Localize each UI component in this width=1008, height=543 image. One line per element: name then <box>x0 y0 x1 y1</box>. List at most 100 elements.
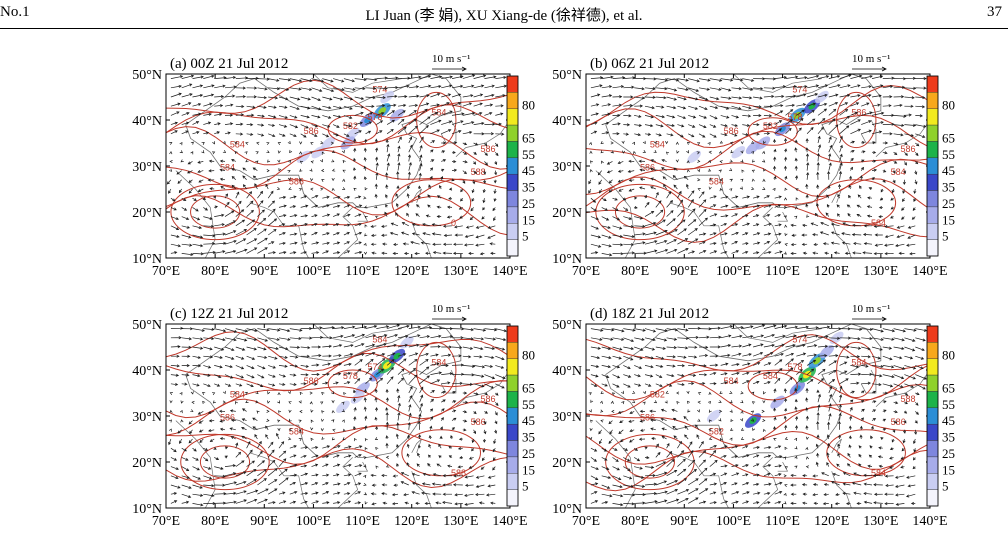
wind-vector <box>495 75 507 79</box>
wind-vector <box>310 419 314 423</box>
colorbar-swatch <box>506 75 519 93</box>
wind-vector <box>707 168 712 172</box>
y-tick-label: 30°N <box>132 160 162 175</box>
wind-vector <box>211 392 216 396</box>
wind-vector <box>181 234 192 239</box>
wind-vector <box>621 150 626 154</box>
wind-vector <box>300 336 313 340</box>
wind-vector <box>192 484 203 489</box>
wind-vector <box>408 325 421 329</box>
wind-vector <box>408 75 422 79</box>
wind-vector <box>823 483 829 487</box>
wind-vector <box>419 343 430 348</box>
wind-vector <box>224 365 233 369</box>
wind-vector <box>404 501 409 505</box>
wind-vector <box>381 233 388 237</box>
wind-vector <box>895 243 905 248</box>
wind-vector <box>170 373 180 377</box>
wind-vector <box>871 168 878 172</box>
wind-vector <box>720 334 732 339</box>
wind-vector <box>224 249 237 254</box>
wind-vector <box>322 354 332 358</box>
wind-vector <box>729 437 733 441</box>
wind-vector <box>708 428 712 432</box>
wind-vector <box>235 104 245 109</box>
wind-vector <box>354 250 363 254</box>
colorbar-swatch <box>506 391 519 409</box>
wind-vector <box>199 438 204 444</box>
wind-vector <box>826 462 830 467</box>
wind-vector <box>385 455 389 459</box>
contour-label: 578 <box>787 112 802 122</box>
wind-vector <box>299 141 303 145</box>
wind-vector <box>628 159 635 163</box>
wind-vector <box>848 425 852 430</box>
wind-vector <box>331 437 335 441</box>
wind-vector <box>902 198 905 203</box>
wind-vector <box>687 228 698 236</box>
wind-vector <box>882 76 895 80</box>
wind-vector <box>400 472 409 477</box>
wind-vector <box>861 372 873 376</box>
wind-vector <box>687 409 691 413</box>
wind-vector <box>331 177 335 182</box>
wind-vector <box>666 87 678 92</box>
wind-vector <box>841 232 851 236</box>
wind-vector <box>387 343 397 348</box>
wind-vector <box>621 140 625 145</box>
wind-vector <box>397 118 405 125</box>
wind-vector <box>364 447 368 451</box>
colorbar-swatch <box>926 108 939 126</box>
wind-vector <box>905 493 916 498</box>
wind-vector <box>181 345 192 349</box>
wind-vector <box>688 133 695 138</box>
wind-vector <box>407 154 412 162</box>
wind-vector <box>332 445 341 449</box>
wind-vector <box>386 153 391 162</box>
wind-vector <box>197 170 204 174</box>
wind-vector <box>762 159 766 163</box>
wind-vector <box>742 241 749 246</box>
wind-vector <box>371 251 377 255</box>
closed-contour <box>816 179 897 227</box>
header-rule <box>0 28 1008 29</box>
wind-vector <box>397 84 410 89</box>
wind-vector <box>720 87 732 92</box>
wind-vector <box>590 482 599 486</box>
wind-vector <box>364 415 368 421</box>
wind-vector <box>311 133 318 137</box>
wind-vector <box>181 466 190 471</box>
wind-vector <box>419 145 423 153</box>
wind-vector <box>459 215 463 219</box>
x-tick-label: 100°E <box>296 514 331 529</box>
colorbar-swatch <box>926 223 939 240</box>
wind-vector <box>441 345 453 349</box>
wind-vector <box>774 204 782 208</box>
wind-vector <box>192 447 197 452</box>
wind-vector <box>817 102 828 107</box>
wind-vector <box>430 326 443 330</box>
wind-vector <box>189 429 193 435</box>
page-number: 37 <box>987 4 1002 20</box>
wind-vector <box>268 241 275 245</box>
wind-vector <box>914 179 918 185</box>
wind-vector <box>441 93 452 98</box>
wind-vector <box>331 419 335 423</box>
wind-vector <box>686 150 689 154</box>
wind-vector <box>484 122 496 126</box>
wind-vector <box>684 425 689 431</box>
wind-vector <box>192 225 203 229</box>
wind-vector <box>884 474 894 478</box>
coastline-segment <box>455 369 510 408</box>
wind-vector <box>750 410 755 414</box>
wind-vector <box>343 231 350 236</box>
wind-vector <box>861 150 866 154</box>
wind-vector <box>709 482 718 486</box>
wind-vector <box>848 184 852 190</box>
wind-vector <box>289 232 298 236</box>
wind-vector <box>861 337 873 341</box>
wind-vector <box>473 355 483 359</box>
wind-vector <box>763 501 771 505</box>
wind-vector <box>427 204 431 208</box>
